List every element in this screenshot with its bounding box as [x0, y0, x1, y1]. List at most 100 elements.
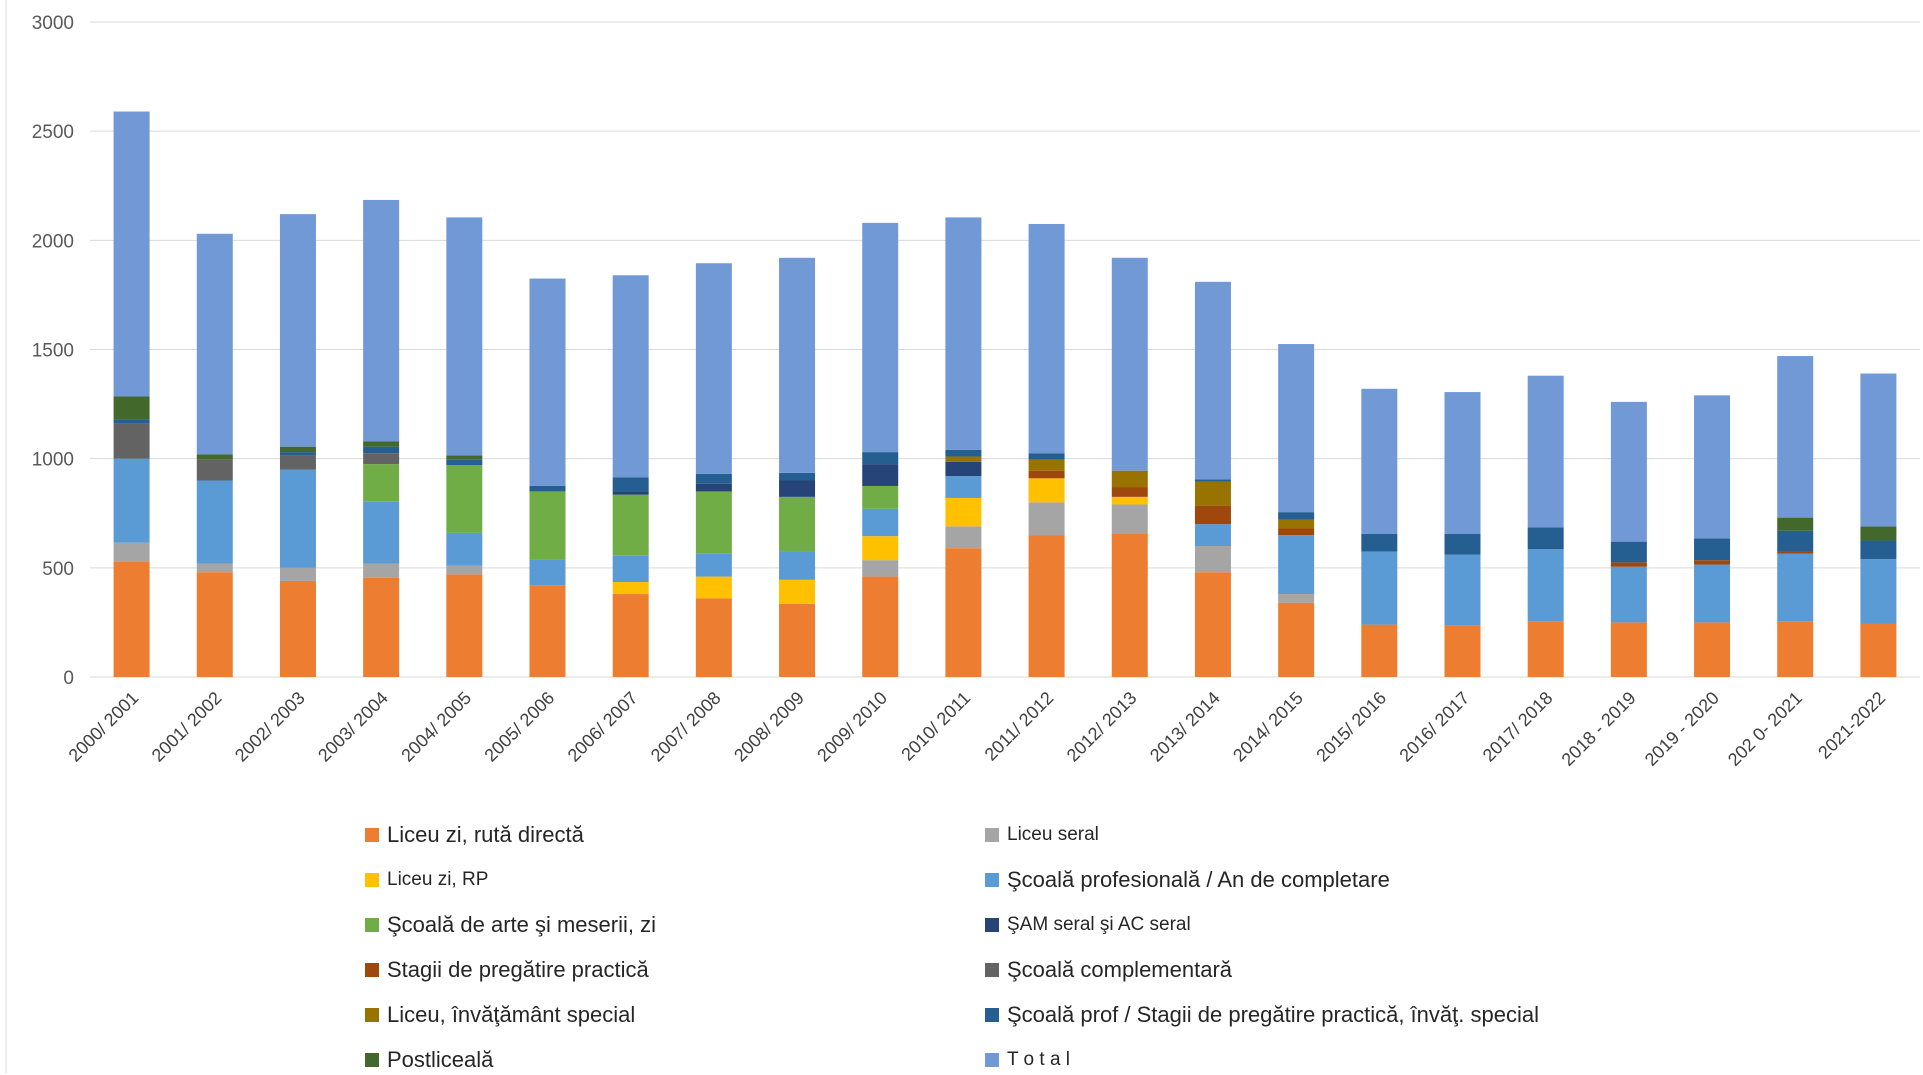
legend-item: Stagii de pregătire practică — [365, 955, 649, 985]
bar-segment — [612, 555, 649, 583]
bar-segment — [446, 565, 483, 575]
x-tick-label: 2005/ 2006 — [480, 688, 558, 766]
bar-segment — [446, 465, 483, 533]
bar-segment — [695, 483, 732, 492]
bar-stack — [1361, 388, 1398, 677]
legend-item: Şcoală prof / Stagii de pregătire practi… — [985, 1000, 1539, 1030]
x-tick-label: 2007/ 2008 — [647, 688, 725, 766]
bar-segment — [196, 233, 233, 455]
y-tick-label: 3000 — [32, 13, 74, 34]
bar-segment — [1860, 623, 1897, 677]
bar-segment — [1194, 572, 1231, 677]
bar-segment — [862, 485, 899, 509]
bar-segment — [695, 553, 732, 577]
x-tick-label: 2021-2022 — [1814, 688, 1889, 763]
legend-swatch — [985, 873, 999, 887]
bar-segment — [1610, 622, 1647, 677]
x-tick-label: 2003/ 2004 — [314, 688, 392, 766]
x-tick-label: 2001/ 2002 — [148, 688, 226, 766]
bar-segment — [1610, 541, 1647, 563]
legend-label: Şcoală de arte şi meserii, zi — [387, 912, 656, 937]
legend-item: Liceu seral — [985, 820, 1099, 850]
legend-label: Liceu zi, RP — [387, 869, 489, 890]
bar-segment — [1860, 540, 1897, 560]
bar-segment — [363, 464, 400, 502]
bar-segment — [1111, 504, 1148, 534]
bar-segment — [779, 551, 816, 580]
y-tick-label: 500 — [42, 559, 74, 580]
bar-segment — [1194, 479, 1231, 482]
bar-segment — [1527, 549, 1564, 622]
bar-segment — [945, 456, 982, 462]
bar-segment — [779, 257, 816, 473]
bar-segment — [1777, 517, 1814, 531]
bar-segment — [113, 111, 150, 397]
bar-segment — [1028, 470, 1065, 479]
x-tick-label: 2015/ 2016 — [1312, 688, 1390, 766]
bar-segment — [1028, 478, 1065, 503]
y-tick-label: 2500 — [32, 122, 74, 143]
legend-label: Liceu zi, rută directă — [387, 822, 584, 847]
legend-label: Postliceală — [387, 1047, 494, 1072]
bar-segment — [363, 563, 400, 578]
bar-segment — [612, 275, 649, 478]
bar-stack — [279, 214, 316, 677]
bar-stack — [695, 263, 732, 677]
bar-segment — [1610, 562, 1647, 567]
bar-segment — [1194, 524, 1231, 546]
bar-segment — [1361, 533, 1398, 552]
legend-swatch — [365, 963, 379, 977]
bar-segment — [695, 491, 732, 554]
bar-segment — [1444, 625, 1481, 677]
bar-segment — [1111, 470, 1148, 488]
bar-segment — [1111, 487, 1148, 497]
bar-segment — [695, 473, 732, 484]
bar-segment — [279, 580, 316, 677]
legend-swatch — [985, 828, 999, 842]
x-tick-label: 2013/ 2014 — [1146, 688, 1224, 766]
bar-stack — [1860, 373, 1897, 677]
bar-segment — [1028, 459, 1065, 471]
bar-segment — [1194, 505, 1231, 525]
bar-segment — [529, 585, 566, 677]
legend-swatch — [365, 873, 379, 887]
legend-swatch — [985, 1008, 999, 1022]
bar-segment — [862, 576, 899, 677]
legend-label: Stagii de pregătire practică — [387, 957, 649, 982]
bar-segment — [1860, 373, 1897, 527]
x-tick-label: 2006/ 2007 — [564, 688, 642, 766]
bar-stack — [196, 233, 233, 677]
bar-segment — [1527, 375, 1564, 528]
x-tick-label: 2019 - 2020 — [1641, 688, 1723, 770]
bar-stack — [1111, 257, 1148, 677]
bar-segment — [196, 454, 233, 460]
bar-segment — [529, 485, 566, 492]
x-tick-label: 2011/ 2012 — [981, 688, 1058, 765]
bar-stack — [1777, 356, 1814, 677]
bar-segment — [363, 501, 400, 564]
bar-stack — [1028, 223, 1065, 677]
bar-segment — [1694, 395, 1731, 539]
bar-segment — [1028, 535, 1065, 677]
bar-segment — [363, 453, 400, 465]
bar-segment — [1278, 535, 1315, 595]
bar-segment — [279, 452, 316, 456]
bar-segment — [529, 278, 566, 486]
bar-segment — [1444, 392, 1481, 534]
x-tick-label: 2000/ 2001 — [65, 688, 143, 766]
legend-label: Şcoală complementară — [1007, 957, 1233, 982]
bar-segment — [529, 491, 566, 560]
bar-segment — [1694, 622, 1731, 677]
x-axis-tick-labels: 2000/ 2001 2001/ 2002 2002/ 2003 2003/ 2004… — [65, 688, 1890, 770]
bar-segment — [1194, 281, 1231, 480]
bar-segment — [446, 217, 483, 456]
bar-segment — [113, 419, 150, 424]
bar-segment — [446, 455, 483, 460]
legend-label: Liceu seral — [1007, 824, 1099, 845]
bar-segment — [363, 199, 400, 442]
x-tick-label: 202 0- 2021 — [1724, 688, 1806, 770]
bar-segment — [1777, 530, 1814, 552]
bar-segment — [1278, 594, 1315, 603]
x-tick-label: 2018 - 2019 — [1558, 688, 1640, 770]
bar-segment — [1527, 527, 1564, 550]
